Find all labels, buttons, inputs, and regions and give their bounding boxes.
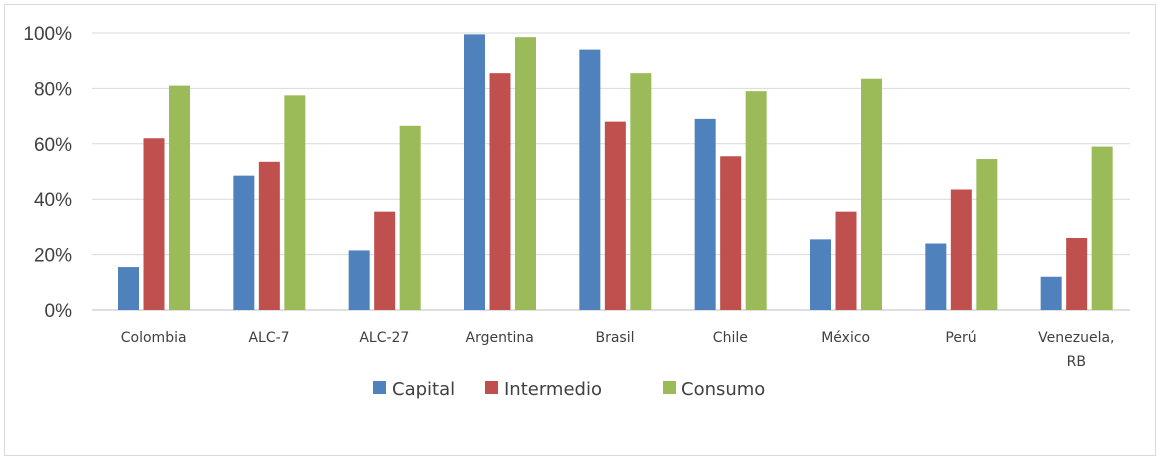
bar-capital: [118, 267, 139, 310]
legend-item-capital: Capital: [373, 379, 455, 400]
y-tick-label: 40%: [34, 190, 72, 211]
legend-label: Capital: [392, 379, 455, 400]
x-tick-label: Argentina: [466, 330, 534, 346]
bar-capital: [694, 118, 716, 311]
legend-label: Consumo: [681, 379, 765, 400]
legend-item-consumo: Consumo: [663, 379, 765, 400]
bar-intermedio: [720, 156, 742, 310]
legend-swatch: [663, 381, 676, 394]
y-tick-label: 60%: [34, 135, 72, 156]
legend-swatch: [485, 381, 498, 394]
bar-consumo: [861, 78, 882, 310]
bar-intermedio: [143, 138, 165, 310]
bar-capital: [233, 175, 255, 310]
bar-intermedio: [258, 161, 280, 310]
bar-consumo: [976, 159, 998, 310]
bar-consumo: [515, 37, 536, 310]
bar-consumo: [745, 91, 767, 310]
bar-consumo: [169, 85, 190, 310]
legend-swatch: [373, 381, 386, 394]
legend-label: Intermedio: [504, 379, 602, 400]
bar-intermedio: [374, 211, 396, 310]
bar-consumo: [1091, 146, 1113, 310]
x-tick-label: ALC-27: [359, 330, 409, 346]
y-tick-label: 0%: [45, 301, 73, 322]
bar-intermedio: [1066, 237, 1088, 310]
bar-consumo: [284, 95, 306, 310]
bars: [118, 34, 1113, 311]
y-axis-ticks: 0% 20% 40% 60% 80% 100%: [23, 24, 72, 322]
bar-intermedio: [950, 189, 972, 310]
bar-capital: [925, 243, 947, 310]
bar-capital: [348, 250, 370, 310]
bar-capital: [464, 34, 485, 310]
x-tick-label: Brasil: [595, 330, 634, 346]
y-tick-label: 20%: [34, 246, 72, 267]
bar-consumo: [630, 73, 652, 310]
y-tick-label: 80%: [34, 79, 72, 100]
x-tick-label: México: [821, 330, 870, 346]
bar-intermedio: [604, 121, 626, 310]
bar-intermedio: [489, 73, 511, 310]
bar-capital: [1040, 276, 1062, 310]
x-tick-label: ALC-7: [248, 330, 289, 346]
x-axis-ticks: Colombia ALC-7 ALC-27 Argentina Brasil Chile M…: [121, 330, 1115, 370]
x-tick-label: Venezuela, RB: [1038, 330, 1114, 370]
x-tick-label: Chile: [713, 330, 748, 346]
y-tick-label: 100%: [23, 24, 72, 45]
legend-item-intermedio: Intermedio: [485, 379, 602, 400]
x-tick-label: Colombia: [121, 330, 187, 346]
bar-consumo: [399, 125, 421, 310]
bar-capital: [579, 49, 601, 311]
x-tick-label: Perú: [945, 330, 976, 346]
bar-intermedio: [835, 211, 857, 310]
legend: Capital Intermedio Consumo: [373, 379, 765, 400]
bar-capital: [810, 239, 831, 310]
